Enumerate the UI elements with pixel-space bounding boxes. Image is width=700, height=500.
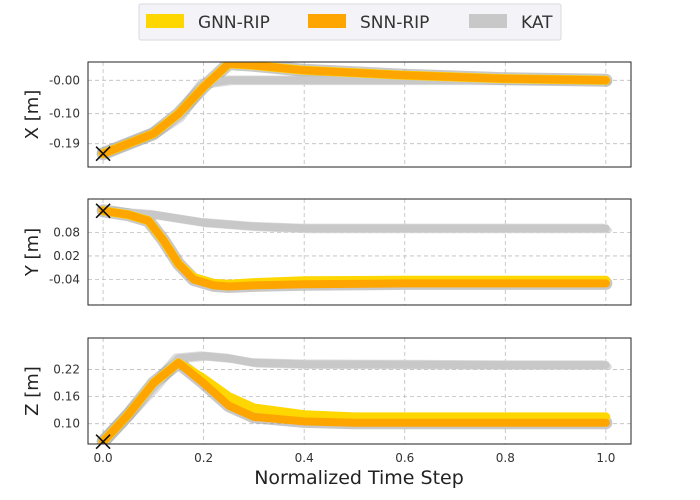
plot-area xyxy=(96,62,613,161)
legend-label: GNN-RIP xyxy=(198,13,270,33)
x-tick-label: 0.0 xyxy=(94,451,113,465)
x-tick-label: 0.6 xyxy=(395,451,414,465)
legend-swatch xyxy=(308,14,346,28)
start-marker xyxy=(95,203,111,219)
panel: 0.08 0.02 -0.04 Y [m] xyxy=(22,198,632,306)
y-tick-label: 0.16 xyxy=(53,390,80,404)
legend-label: KAT xyxy=(521,13,553,33)
x-tick-label: 0.8 xyxy=(496,451,515,465)
y-axis-label: Z [m] xyxy=(22,366,43,416)
trial-spread-band xyxy=(96,356,613,444)
y-tick-label: 0.08 xyxy=(53,225,80,239)
y-tick-label: 0.22 xyxy=(53,363,80,377)
y-tick-label: -0.00 xyxy=(49,73,80,87)
legend: GNN-RIP SNN-RIP KAT xyxy=(138,3,562,41)
axes-frame xyxy=(87,198,632,306)
start-marker xyxy=(95,146,111,162)
x-axis-label: Normalized Time Step xyxy=(254,467,464,489)
x-tick-label: 0.2 xyxy=(194,451,213,465)
snn-rip-line xyxy=(99,358,610,444)
legend-swatch xyxy=(146,14,184,28)
legend-label: SNN-RIP xyxy=(360,13,429,33)
plot-area xyxy=(96,204,613,293)
plot-area xyxy=(96,351,613,444)
y-tick-label: -0.10 xyxy=(49,107,80,121)
axes-frame xyxy=(87,337,632,445)
y-axis-label: Y [m] xyxy=(22,228,43,277)
start-marker xyxy=(95,434,111,450)
axes-frame xyxy=(87,61,632,168)
legend-swatch xyxy=(469,14,507,28)
x-tick-label: 0.4 xyxy=(295,451,314,465)
y-axis-label: X [m] xyxy=(22,90,43,140)
panel: 0.0 0.2 0.4 0.6 0.8 1.0 0.10 0.16 0.22 Z [m] xyxy=(22,337,632,465)
snn-rip-line xyxy=(99,62,610,158)
gnn-rip-line xyxy=(98,358,611,444)
snn-rip-line xyxy=(99,206,610,291)
legend-frame xyxy=(138,3,562,41)
y-tick-label: -0.04 xyxy=(49,272,80,286)
kat-line xyxy=(99,206,610,233)
y-tick-label: 0.10 xyxy=(53,417,80,431)
panels: -0.19-0.10-0.00X [m]0.080.02-0.04Y [m]0.… xyxy=(22,61,632,465)
y-tick-label: 0.02 xyxy=(53,249,80,263)
y-tick-label: -0.19 xyxy=(49,137,80,151)
panel: -0.19 -0.10 -0.00 X [m] xyxy=(22,61,632,168)
x-tick-label: 1.0 xyxy=(596,451,615,465)
